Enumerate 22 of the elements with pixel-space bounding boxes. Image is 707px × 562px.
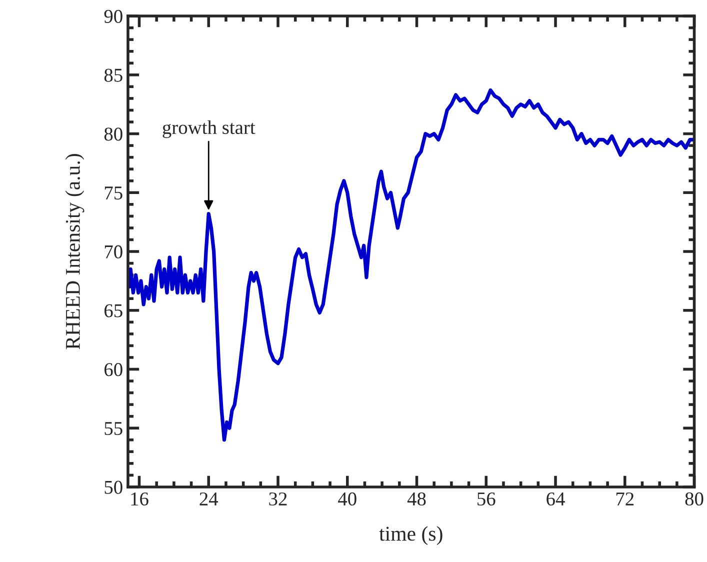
x-tick-label: 72: [616, 492, 634, 506]
x-tick-label: 16: [131, 492, 148, 506]
y-tick-label: 80: [104, 128, 122, 141]
x-tick-label: 56: [478, 492, 496, 506]
x-tick-label: 80: [685, 492, 704, 506]
x-axis-title: time (s): [379, 526, 442, 546]
line-series: [128, 88, 694, 442]
y-tick-label: 75: [104, 186, 122, 200]
x-tick-label: 64: [546, 492, 565, 506]
x-tick-label: 48: [407, 492, 426, 506]
x-tick-label: 32: [269, 492, 287, 506]
y-tick-label: 50: [104, 480, 122, 494]
y-tick-label: 65: [104, 304, 122, 318]
y-tick-label: 85: [104, 68, 122, 82]
y-axis-title: RHEED Intensity (a.u.): [65, 154, 84, 350]
annotation: growth start: [162, 120, 256, 138]
y-tick-label: 55: [104, 422, 122, 436]
x-tick-label: 24: [200, 492, 218, 506]
y-tick-label: 60: [104, 363, 122, 376]
y-tick-label: 90: [104, 10, 122, 23]
y-tick-label: 70: [104, 245, 122, 258]
x-tick-label: 40: [338, 492, 356, 506]
